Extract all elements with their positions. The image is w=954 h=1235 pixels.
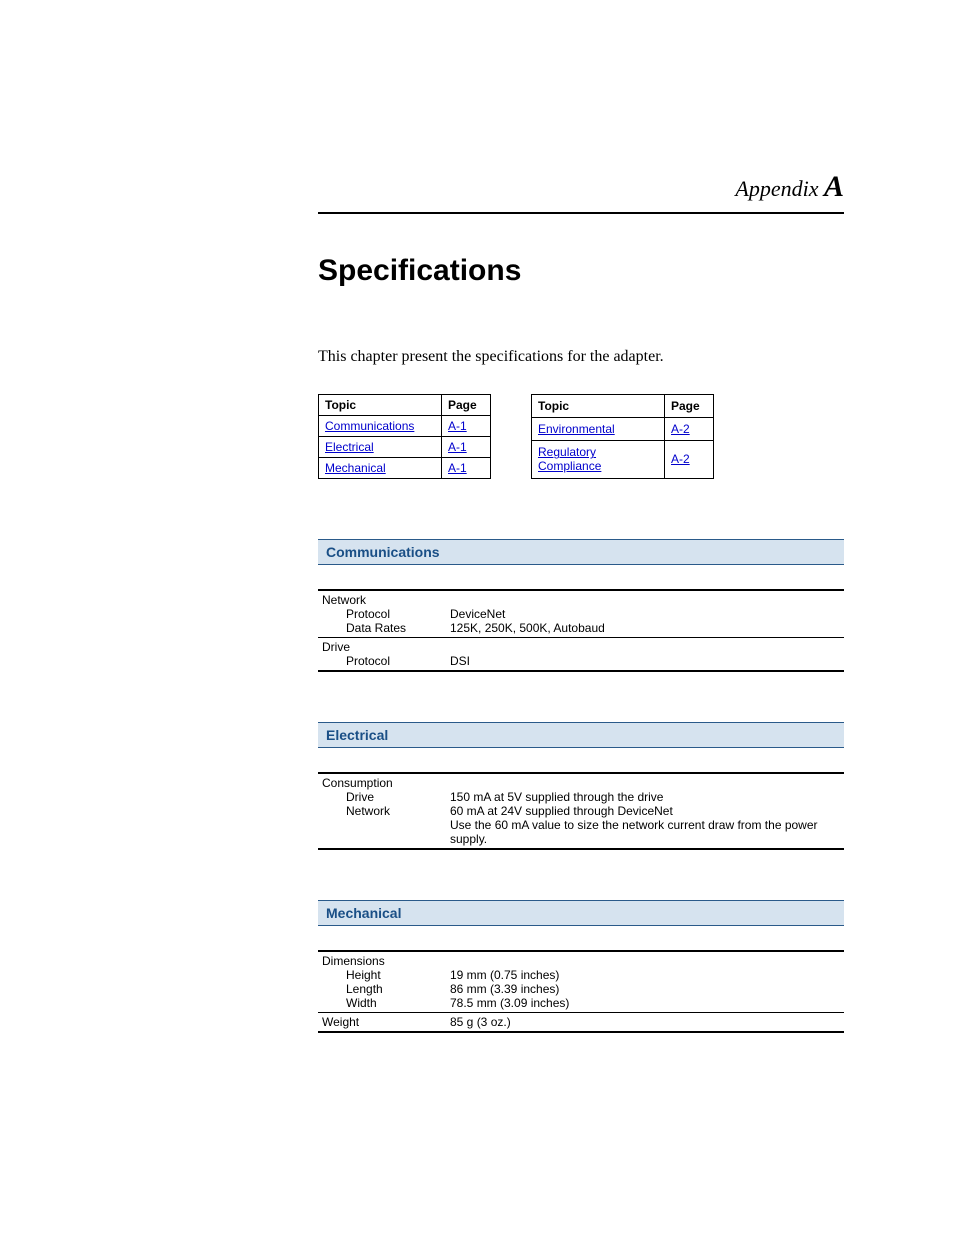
spec-label: Dimensions bbox=[322, 954, 385, 968]
toc-col-topic: Topic bbox=[532, 395, 665, 418]
toc-page-link[interactable]: A-1 bbox=[448, 440, 467, 454]
appendix-word: Appendix bbox=[735, 176, 818, 201]
spec-sub-label: Network bbox=[322, 804, 442, 818]
section-header-mechanical: Mechanical bbox=[318, 900, 844, 926]
toc-page-link[interactable]: A-1 bbox=[448, 461, 467, 475]
toc-row: Communications A-1 bbox=[319, 416, 491, 437]
toc-row: Environmental A-2 bbox=[532, 417, 714, 440]
toc-link-mechanical[interactable]: Mechanical bbox=[325, 461, 386, 475]
toc-col-page: Page bbox=[442, 395, 491, 416]
toc-row: Electrical A-1 bbox=[319, 437, 491, 458]
spec-value: 78.5 mm (3.09 inches) bbox=[450, 996, 569, 1010]
toc-row: Mechanical A-1 bbox=[319, 458, 491, 479]
appendix-header: Appendix A bbox=[318, 170, 844, 204]
spec-value: 85 g (3 oz.) bbox=[450, 1015, 511, 1029]
spec-extra: Use the 60 mA value to size the network … bbox=[450, 818, 818, 846]
spec-row: Drive Protocol DSI bbox=[318, 638, 844, 672]
spec-sub-label: Data Rates bbox=[322, 621, 442, 635]
spec-row: Weight 85 g (3 oz.) bbox=[318, 1013, 844, 1033]
communications-table: Network Protocol Data Rates DeviceNet 12… bbox=[318, 589, 844, 672]
mechanical-table: Dimensions Height Length Width 19 mm (0.… bbox=[318, 950, 844, 1033]
spec-sub-label: Protocol bbox=[322, 607, 442, 621]
toc-table-right: Topic Page Environmental A-2 Regulatory … bbox=[531, 394, 714, 479]
toc-table-left: Topic Page Communications A-1 Electrical… bbox=[318, 394, 491, 479]
toc-link-communications[interactable]: Communications bbox=[325, 419, 414, 433]
spec-sub-label: Protocol bbox=[322, 654, 442, 668]
spec-label: Consumption bbox=[322, 776, 393, 790]
electrical-table: Consumption Drive Network 150 mA at 5V s… bbox=[318, 772, 844, 850]
spec-row: Network Protocol Data Rates DeviceNet 12… bbox=[318, 590, 844, 638]
spec-sub-label: Width bbox=[322, 996, 442, 1010]
toc-col-page: Page bbox=[665, 395, 714, 418]
toc-page-link[interactable]: A-2 bbox=[671, 422, 690, 436]
spec-sub-label: Drive bbox=[322, 790, 442, 804]
spec-value: 86 mm (3.39 inches) bbox=[450, 982, 559, 996]
spec-value: DSI bbox=[450, 654, 470, 668]
spec-row: Dimensions Height Length Width 19 mm (0.… bbox=[318, 951, 844, 1013]
toc-container: Topic Page Communications A-1 Electrical… bbox=[318, 394, 844, 479]
spec-value: 60 mA at 24V supplied through DeviceNet bbox=[450, 804, 673, 818]
spec-value: 150 mA at 5V supplied through the drive bbox=[450, 790, 663, 804]
toc-header-row: Topic Page bbox=[532, 395, 714, 418]
section-header-electrical: Electrical bbox=[318, 722, 844, 748]
spec-label: Network bbox=[322, 593, 366, 607]
page: Appendix A Specifications This chapter p… bbox=[0, 0, 954, 1143]
section-header-communications: Communications bbox=[318, 539, 844, 565]
page-title: Specifications bbox=[318, 254, 844, 288]
toc-page-link[interactable]: A-1 bbox=[448, 419, 467, 433]
toc-col-topic: Topic bbox=[319, 395, 442, 416]
intro-text: This chapter present the specifications … bbox=[318, 348, 844, 366]
spec-label: Drive bbox=[322, 640, 350, 654]
toc-link-environmental[interactable]: Environmental bbox=[538, 422, 615, 436]
toc-link-regulatory[interactable]: Regulatory Compliance bbox=[538, 445, 601, 473]
toc-header-row: Topic Page bbox=[319, 395, 491, 416]
spec-sub-label: Height bbox=[322, 968, 442, 982]
spec-value: 19 mm (0.75 inches) bbox=[450, 968, 559, 982]
header-rule bbox=[318, 212, 844, 214]
spec-sub-label: Length bbox=[322, 982, 442, 996]
spec-row: Consumption Drive Network 150 mA at 5V s… bbox=[318, 773, 844, 849]
toc-page-link[interactable]: A-2 bbox=[671, 452, 690, 466]
spec-value: 125K, 250K, 500K, Autobaud bbox=[450, 621, 605, 635]
toc-row: Regulatory Compliance A-2 bbox=[532, 440, 714, 478]
spec-value: DeviceNet bbox=[450, 607, 505, 621]
appendix-letter: A bbox=[824, 170, 844, 203]
toc-link-electrical[interactable]: Electrical bbox=[325, 440, 374, 454]
spec-label: Weight bbox=[322, 1015, 359, 1029]
